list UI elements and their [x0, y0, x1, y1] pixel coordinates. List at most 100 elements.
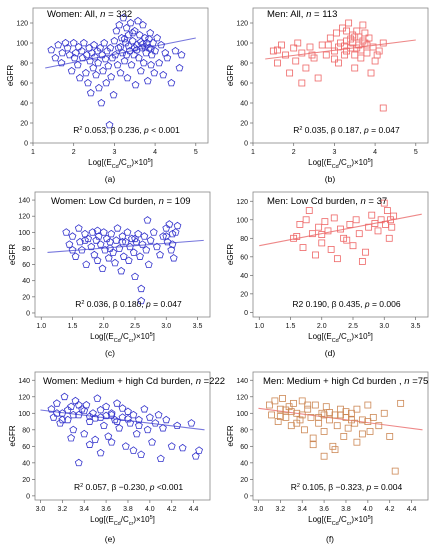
data-point [375, 47, 383, 55]
data-point [128, 36, 137, 45]
y-tick-label: 80 [240, 236, 248, 243]
data-point [113, 417, 121, 425]
data-point [324, 227, 332, 235]
data-point [363, 49, 371, 57]
panel-letter: (a) [105, 174, 116, 184]
data-point [121, 237, 130, 246]
data-point [67, 433, 75, 442]
data-point [359, 37, 367, 45]
panel-letter: (f) [326, 534, 334, 544]
data-point [298, 79, 306, 87]
chart-panel-e: 0 20 40 60 80 100 120 140 3.0 3.2 3.4 3.6 3.8 4.0 4.2 4… [8, 371, 225, 544]
data-point [191, 452, 200, 460]
x-tick-label: 2 [292, 149, 296, 156]
data-point [47, 45, 56, 54]
data-point [92, 236, 101, 244]
x-tick-label: 3.0 [161, 323, 171, 330]
data-point [100, 38, 109, 47]
data-point [91, 435, 100, 444]
data-point [308, 51, 316, 59]
x-tick-label: 3 [332, 149, 336, 156]
data-point [130, 43, 139, 52]
data-point [357, 46, 365, 54]
data-point [107, 72, 116, 81]
data-point [269, 47, 277, 55]
data-point [282, 51, 289, 59]
data-point [322, 51, 330, 59]
chart-panel-d: 0 20 40 60 80 100 120 1.0 1.5 2.0 2.5 3.0 3.5 eGFR Log… [226, 191, 429, 358]
data-point [146, 236, 155, 244]
data-point [163, 53, 172, 62]
data-point [149, 38, 157, 47]
data-point [159, 70, 168, 79]
data-point [101, 54, 110, 63]
data-point [153, 33, 162, 42]
x-axis-label: Log[(ECd/Ccr)×105] [308, 515, 373, 527]
chart-title: Women: Medium + high Cd burden, n =222 [43, 376, 225, 387]
data-point [148, 438, 156, 446]
data-point [63, 405, 72, 414]
data-point [71, 252, 80, 260]
data-point [341, 51, 348, 59]
data-point [355, 230, 363, 238]
data-point [96, 240, 105, 248]
x-tick-label: 2.0 [99, 323, 109, 330]
data-point [114, 43, 123, 52]
y-tick-label: 80 [20, 61, 28, 68]
x-tick-label: 3.4 [79, 506, 89, 513]
chart-panel-b: 0 20 40 60 80 100 120 1 2 3 4 5 eGFR Log[(ECd/Ccr)×10… [226, 7, 429, 184]
data-point [74, 458, 83, 467]
data-point [93, 394, 102, 402]
x-tick-label: 5 [194, 149, 198, 156]
data-point [112, 26, 121, 35]
data-point [134, 53, 143, 62]
data-point [330, 47, 338, 55]
data-point [124, 41, 133, 50]
y-tick-label: 40 [240, 460, 248, 467]
data-point [141, 42, 149, 51]
data-point [93, 256, 102, 264]
data-point [371, 57, 379, 65]
data-point [124, 414, 132, 423]
data-point [359, 21, 367, 29]
data-point [162, 415, 171, 424]
data-point [342, 408, 350, 416]
y-tick-label: 60 [240, 444, 248, 451]
x-tick-label: 2.5 [348, 323, 358, 330]
regression-line [258, 407, 423, 431]
y-tick-label: 20 [22, 477, 30, 484]
data-point [304, 405, 312, 413]
data-point [152, 242, 161, 251]
x-tick-label: 1.0 [254, 323, 264, 330]
data-point [99, 66, 107, 75]
data-point [67, 66, 76, 75]
y-tick-label: 40 [22, 278, 30, 285]
data-point [56, 419, 65, 427]
data-point [106, 244, 114, 252]
data-point [294, 39, 302, 47]
data-point [156, 454, 165, 463]
data-point [132, 237, 141, 246]
data-point [309, 441, 317, 449]
data-point [118, 48, 127, 57]
y-tick-label: 20 [240, 121, 248, 128]
x-tick-label: 5 [414, 149, 418, 156]
data-point [345, 19, 353, 27]
data-point [154, 410, 163, 419]
data-point [353, 438, 361, 446]
y-axis-label: eGFR [8, 244, 17, 266]
x-tick-label: 1.5 [286, 323, 296, 330]
x-tick-label: 1 [31, 149, 35, 156]
data-point [362, 248, 369, 256]
data-point [375, 422, 383, 430]
data-point [274, 418, 282, 425]
x-tick-label: 3.4 [297, 506, 307, 513]
y-tick-label: 80 [22, 427, 30, 434]
data-point [77, 245, 86, 254]
data-point [118, 413, 127, 421]
data-point [322, 403, 330, 411]
x-tick-label: 1 [251, 149, 255, 156]
data-point [298, 397, 306, 405]
stats-annotation: R2 0.053, β 0.236, p < 0.001 [73, 125, 180, 135]
data-point [69, 410, 78, 419]
